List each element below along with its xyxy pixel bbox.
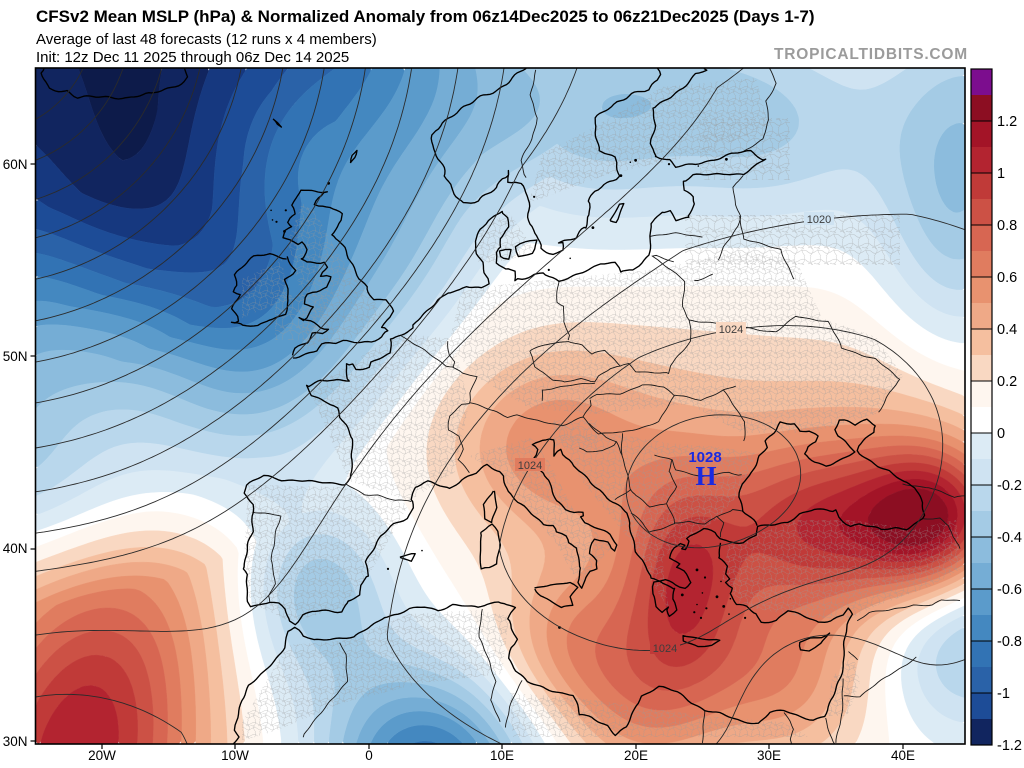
svg-text:30E: 30E [757, 748, 781, 763]
svg-text:30N: 30N [3, 734, 28, 749]
svg-text:10E: 10E [490, 748, 514, 763]
svg-text:60N: 60N [3, 157, 28, 172]
svg-text:-0.6: -0.6 [997, 582, 1022, 598]
svg-text:1024: 1024 [719, 324, 743, 336]
svg-text:1024: 1024 [518, 460, 542, 472]
svg-text:50N: 50N [3, 349, 28, 364]
svg-text:-1.2: -1.2 [997, 738, 1022, 754]
svg-text:CFSv2 Mean MSLP (hPa) & Normal: CFSv2 Mean MSLP (hPa) & Normalized Anoma… [36, 7, 815, 26]
svg-text:1020: 1020 [807, 214, 831, 226]
svg-text:40N: 40N [3, 541, 28, 556]
svg-text:TROPICALTIDBITS.COM: TROPICALTIDBITS.COM [774, 46, 968, 63]
svg-text:Init: 12z Dec 11 2025 through: Init: 12z Dec 11 2025 through 06z Dec 14… [36, 49, 349, 66]
svg-text:0.6: 0.6 [997, 270, 1017, 286]
svg-text:10W: 10W [221, 748, 249, 763]
svg-text:20W: 20W [88, 748, 116, 763]
svg-text:40E: 40E [891, 748, 915, 763]
svg-text:1028: 1028 [688, 449, 721, 466]
svg-text:1.2: 1.2 [997, 114, 1017, 130]
svg-text:0: 0 [365, 748, 373, 763]
svg-text:Average of last 48 forecasts (: Average of last 48 forecasts (12 runs x … [36, 31, 377, 48]
svg-text:20E: 20E [624, 748, 648, 763]
svg-text:-0.8: -0.8 [997, 634, 1022, 650]
svg-text:-1: -1 [997, 686, 1010, 702]
svg-text:0.2: 0.2 [997, 374, 1017, 390]
svg-text:-0.4: -0.4 [997, 530, 1022, 546]
svg-text:0: 0 [997, 426, 1005, 442]
svg-text:1: 1 [997, 166, 1005, 182]
svg-text:0.4: 0.4 [997, 322, 1017, 338]
svg-text:0.8: 0.8 [997, 218, 1017, 234]
svg-text:1024: 1024 [653, 643, 677, 655]
svg-text:H: H [695, 461, 716, 491]
svg-text:-0.2: -0.2 [997, 478, 1022, 494]
